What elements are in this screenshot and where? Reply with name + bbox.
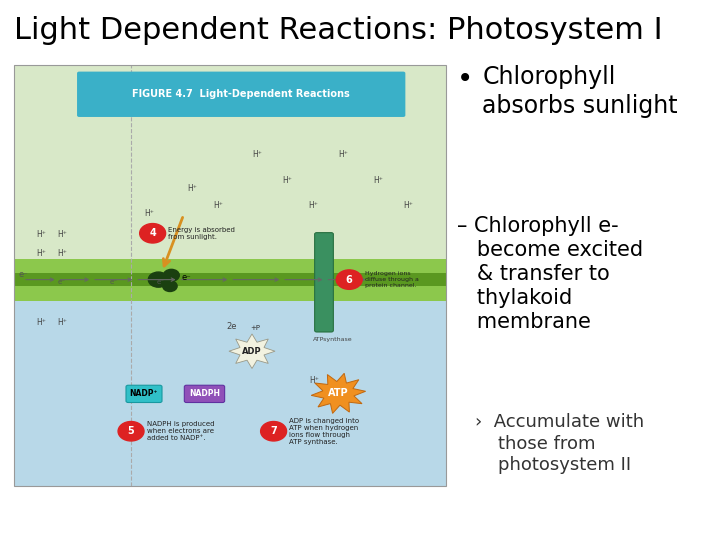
Text: ›  Accumulate with
    those from
    photosystem II: › Accumulate with those from photosystem… <box>475 413 644 474</box>
Text: 4: 4 <box>149 228 156 238</box>
Polygon shape <box>229 334 275 368</box>
Text: H⁺: H⁺ <box>252 151 262 159</box>
FancyBboxPatch shape <box>14 301 446 486</box>
Text: 5: 5 <box>127 426 135 436</box>
Text: Chlorophyll
absorbs sunlight: Chlorophyll absorbs sunlight <box>482 65 678 118</box>
Circle shape <box>118 422 144 441</box>
Circle shape <box>336 270 362 289</box>
Text: e⁻: e⁻ <box>109 279 117 285</box>
Text: 6: 6 <box>346 275 353 285</box>
Text: e⁻: e⁻ <box>181 273 191 282</box>
Text: H⁺: H⁺ <box>58 231 68 240</box>
Text: – Chlorophyll e-
   become excited
   & transfer to
   thylakoid
   membrane: – Chlorophyll e- become excited & transf… <box>457 216 644 332</box>
Text: H⁺: H⁺ <box>144 210 154 219</box>
Text: e⁻: e⁻ <box>19 271 28 280</box>
Text: NADPH: NADPH <box>189 389 220 398</box>
FancyBboxPatch shape <box>184 385 225 402</box>
Text: H⁺: H⁺ <box>373 176 383 185</box>
Circle shape <box>148 272 168 287</box>
Text: +P: +P <box>251 325 261 330</box>
Text: NADP⁺: NADP⁺ <box>130 389 158 398</box>
Text: •: • <box>457 65 474 93</box>
Text: Energy is absorbed
from sunlight.: Energy is absorbed from sunlight. <box>168 227 235 240</box>
Text: H⁺: H⁺ <box>338 151 348 159</box>
Text: H⁺: H⁺ <box>36 318 46 327</box>
Text: H⁺: H⁺ <box>213 201 223 210</box>
Text: Hydrogen ions
diffuse through a
protein channel.: Hydrogen ions diffuse through a protein … <box>365 271 419 288</box>
Text: H⁺: H⁺ <box>58 249 68 258</box>
Text: NADPH is produced
when electrons are
added to NADP⁺.: NADPH is produced when electrons are add… <box>147 421 215 441</box>
FancyBboxPatch shape <box>14 259 446 301</box>
Text: ADP is changed into
ATP when hydrogen
ions flow through
ATP synthase.: ADP is changed into ATP when hydrogen io… <box>289 418 359 445</box>
Text: ATP: ATP <box>328 388 348 399</box>
Text: H⁺: H⁺ <box>308 201 318 210</box>
Circle shape <box>140 224 166 243</box>
FancyBboxPatch shape <box>126 385 162 402</box>
Text: H⁺: H⁺ <box>403 201 413 210</box>
Text: 2e: 2e <box>227 322 237 332</box>
FancyBboxPatch shape <box>315 233 333 332</box>
Text: e⁻: e⁻ <box>157 279 165 285</box>
Polygon shape <box>311 373 366 414</box>
Text: H⁺: H⁺ <box>36 231 46 240</box>
Text: H⁺: H⁺ <box>58 318 68 327</box>
Text: Light Dependent Reactions: Photosystem I: Light Dependent Reactions: Photosystem I <box>14 16 663 45</box>
Text: H⁺: H⁺ <box>187 184 197 193</box>
Text: 7: 7 <box>270 426 277 436</box>
Circle shape <box>163 269 179 281</box>
FancyBboxPatch shape <box>77 72 405 117</box>
FancyBboxPatch shape <box>14 65 446 259</box>
FancyBboxPatch shape <box>14 273 446 286</box>
Text: e⁻: e⁻ <box>58 279 66 285</box>
Text: ADP: ADP <box>242 347 262 356</box>
Text: H⁺: H⁺ <box>310 375 320 384</box>
Text: H⁺: H⁺ <box>282 176 292 185</box>
Text: FIGURE 4.7  Light-Dependent Reactions: FIGURE 4.7 Light-Dependent Reactions <box>132 89 350 99</box>
Circle shape <box>261 422 287 441</box>
Text: ATPsynthase: ATPsynthase <box>313 337 353 342</box>
Text: H⁺: H⁺ <box>36 249 46 258</box>
Circle shape <box>163 281 177 292</box>
